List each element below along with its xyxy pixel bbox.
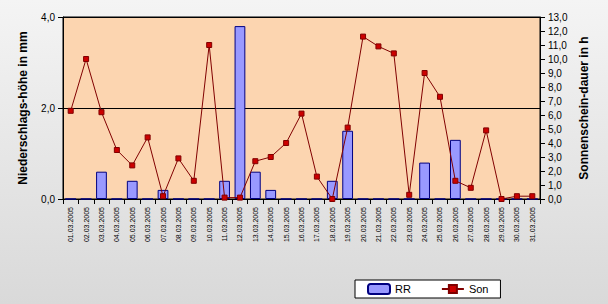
svg-text:13.03.2005: 13.03.2005 [252, 207, 259, 242]
svg-text:07.03.2005: 07.03.2005 [160, 207, 167, 242]
svg-text:26.03.2005: 26.03.2005 [452, 207, 459, 242]
svg-text:13,0: 13,0 [548, 12, 568, 23]
svg-text:09.03.2005: 09.03.2005 [190, 207, 197, 242]
svg-text:06.03.2005: 06.03.2005 [144, 207, 151, 242]
svg-text:16.03.2005: 16.03.2005 [298, 207, 305, 242]
svg-text:27.03.2005: 27.03.2005 [467, 207, 474, 242]
svg-text:18.03.2005: 18.03.2005 [329, 207, 336, 242]
svg-text:11.03.2005: 11.03.2005 [221, 207, 228, 242]
svg-text:1,0: 1,0 [548, 180, 562, 191]
svg-text:03.03.2005: 03.03.2005 [98, 207, 105, 242]
svg-text:Son: Son [469, 283, 489, 295]
svg-text:RR: RR [395, 283, 411, 295]
svg-text:20.03.2005: 20.03.2005 [360, 207, 367, 242]
svg-text:2,0: 2,0 [41, 103, 55, 114]
svg-text:23.03.2005: 23.03.2005 [406, 207, 413, 242]
svg-text:7,0: 7,0 [548, 96, 562, 107]
svg-text:05.03.2005: 05.03.2005 [129, 207, 136, 242]
svg-text:31.03.2005: 31.03.2005 [529, 207, 536, 242]
svg-text:24.03.2005: 24.03.2005 [421, 207, 428, 242]
svg-text:3,0: 3,0 [548, 152, 562, 163]
svg-text:0,0: 0,0 [548, 194, 562, 205]
svg-text:4,0: 4,0 [41, 12, 55, 23]
svg-text:19.03.2005: 19.03.2005 [344, 207, 351, 242]
svg-text:Sonnenschein-dauer in h: Sonnenschein-dauer in h [577, 36, 591, 179]
svg-text:22.03.2005: 22.03.2005 [390, 207, 397, 242]
svg-text:10.03.2005: 10.03.2005 [206, 207, 213, 242]
svg-text:21.03.2005: 21.03.2005 [375, 207, 382, 242]
svg-text:8,0: 8,0 [548, 82, 562, 93]
svg-text:28.03.2005: 28.03.2005 [483, 207, 490, 242]
svg-text:12.03.2005: 12.03.2005 [236, 207, 243, 242]
svg-text:6,0: 6,0 [548, 110, 562, 121]
svg-text:25.03.2005: 25.03.2005 [436, 207, 443, 242]
svg-text:02.03.2005: 02.03.2005 [83, 207, 90, 242]
svg-text:12,0: 12,0 [548, 26, 568, 37]
svg-text:17.03.2005: 17.03.2005 [313, 207, 320, 242]
svg-text:04.03.2005: 04.03.2005 [113, 207, 120, 242]
svg-text:9,0: 9,0 [548, 68, 562, 79]
svg-text:15.03.2005: 15.03.2005 [283, 207, 290, 242]
svg-text:0,0: 0,0 [41, 194, 55, 205]
svg-text:11,0: 11,0 [548, 40, 567, 51]
svg-text:14.03.2005: 14.03.2005 [267, 207, 274, 242]
svg-text:30.03.2005: 30.03.2005 [513, 207, 520, 242]
svg-text:10,0: 10,0 [548, 54, 568, 65]
svg-text:4,0: 4,0 [548, 138, 562, 149]
svg-text:2,0: 2,0 [548, 166, 562, 177]
svg-text:5,0: 5,0 [548, 124, 562, 135]
svg-text:Niederschlags-höhe in mm: Niederschlags-höhe in mm [16, 31, 30, 184]
svg-text:29.03.2005: 29.03.2005 [498, 207, 505, 242]
svg-text:08.03.2005: 08.03.2005 [175, 207, 182, 242]
svg-text:01.03.2005: 01.03.2005 [67, 207, 74, 242]
